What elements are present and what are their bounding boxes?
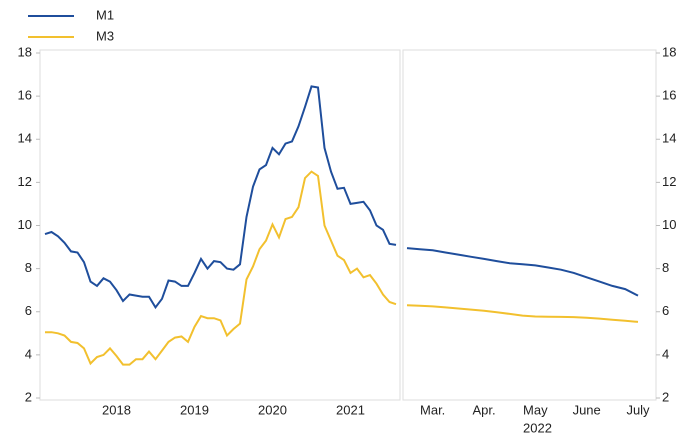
y-tick-label: 16 <box>18 88 32 103</box>
y-tick-label: 4 <box>25 346 32 361</box>
x-tick-label: July <box>626 402 650 417</box>
x-tick-label: 2019 <box>180 402 209 417</box>
y-tick-label: 12 <box>662 174 676 189</box>
x-tick-label: June <box>573 402 601 417</box>
line-series <box>45 170 397 366</box>
x-tick-label: 2020 <box>258 402 287 417</box>
y-tick-label: 18 <box>18 44 32 59</box>
line-series <box>44 85 397 310</box>
x-tick-label: Mar. <box>420 402 445 417</box>
y-tick-label: 10 <box>662 217 676 232</box>
line-series <box>406 247 639 297</box>
x-tick-label: May <box>523 402 548 417</box>
legend-label: M1 <box>96 7 114 22</box>
y-tick-label: 10 <box>18 217 32 232</box>
x-tick-label: Apr. <box>472 402 495 417</box>
y-tick-label: 14 <box>18 131 32 146</box>
line-series <box>406 304 639 323</box>
y-tick-label: 4 <box>662 346 669 361</box>
y-tick-label: 14 <box>662 131 676 146</box>
y-tick-label: 6 <box>25 303 32 318</box>
y-tick-label: 8 <box>25 260 32 275</box>
left-panel-frame <box>39 49 401 401</box>
y-tick-label: 2 <box>662 389 669 404</box>
y-tick-label: 8 <box>662 260 669 275</box>
x-tick-label: 2018 <box>102 402 131 417</box>
y-tick-label: 12 <box>18 174 32 189</box>
x-axis-label: 2022 <box>523 420 552 435</box>
legend-label: M3 <box>96 28 114 43</box>
right-panel-frame <box>402 49 657 401</box>
y-tick-label: 6 <box>662 303 669 318</box>
x-tick-label: 2021 <box>336 402 365 417</box>
y-tick-label: 2 <box>25 389 32 404</box>
y-tick-label: 18 <box>662 44 676 59</box>
y-tick-label: 16 <box>662 88 676 103</box>
